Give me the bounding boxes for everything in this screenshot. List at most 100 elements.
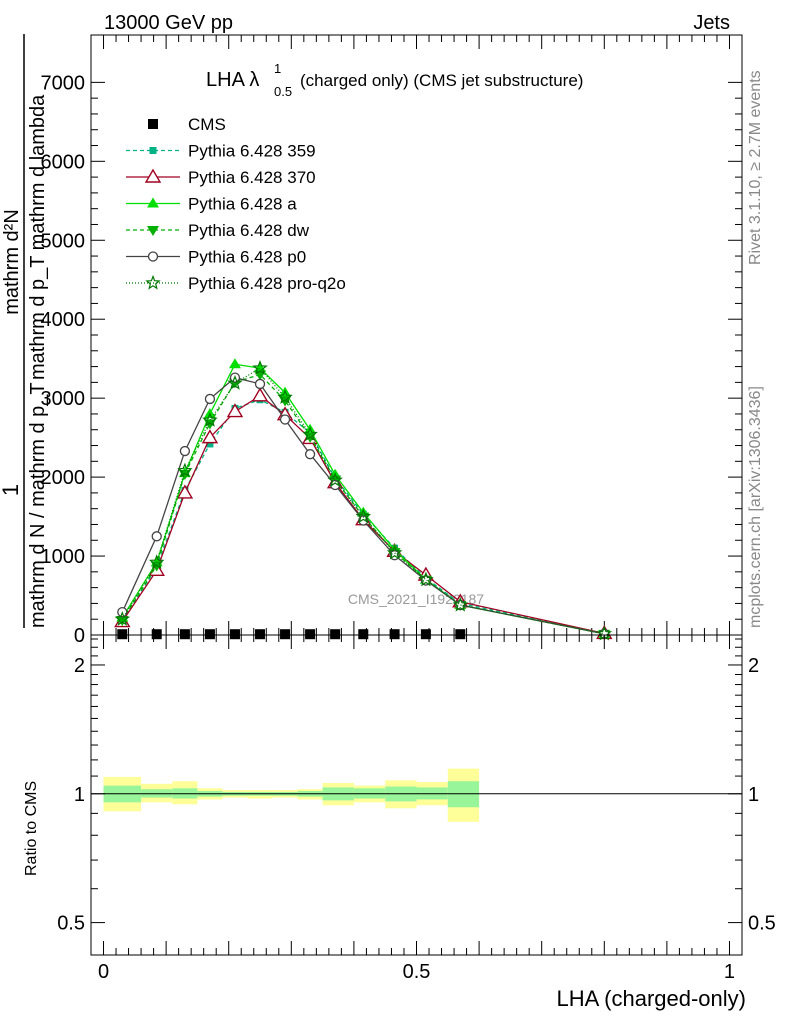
data-point-cms	[229, 629, 240, 640]
ylabel-denominator: mathrm d N / mathrm d p_T	[27, 382, 49, 628]
data-point-p0	[304, 449, 316, 460]
data-point-cms	[330, 629, 341, 640]
main-series-layer	[114, 358, 613, 641]
data-point-proq2o	[277, 389, 293, 404]
legend-marker	[147, 197, 159, 208]
title-superscript: 1	[274, 61, 281, 76]
legend-label: Pythia 6.428 pro-q2o	[188, 274, 346, 293]
series-p0	[117, 372, 610, 639]
data-point-proq2o	[114, 611, 131, 626]
data-point-proq2o	[148, 554, 165, 569]
series-line-dw	[121, 373, 605, 635]
data-point-p0	[204, 393, 216, 405]
series-line-p370	[121, 395, 605, 635]
data-point-p0	[151, 531, 162, 542]
main-y-label: 1 mathrm d N / mathrm d p_T mathrm d²N m…	[0, 34, 49, 628]
main-ytick-label: 4000	[41, 309, 86, 331]
data-point-dw	[116, 616, 129, 626]
rivet-label: Rivet 3.1.10, ≥ 2.7M events	[747, 70, 764, 265]
ratio-ytick-label-left: 0.5	[57, 913, 85, 935]
ratio-axis-ticks: 0.5 0.5 1 1 2 2 0 0.5 1	[57, 635, 776, 983]
xtick-label: 1	[724, 961, 735, 983]
main-ytick-label: 1000	[41, 546, 86, 568]
main-ytick-label: 5000	[41, 230, 86, 252]
data-point-cms	[204, 629, 215, 640]
legend-item-cms: CMS	[148, 115, 226, 134]
data-point-a	[228, 358, 241, 369]
data-point-cms	[179, 629, 190, 640]
title-main: LHA λ	[206, 69, 259, 91]
data-point-p0	[329, 479, 341, 491]
legend-marker	[147, 251, 159, 262]
data-point-p370	[201, 429, 219, 444]
data-point-p0	[358, 515, 369, 526]
legend-item-dw: Pythia 6.428 dw	[126, 221, 310, 240]
legend-item-p0: Pythia 6.428 p0	[126, 248, 306, 267]
series-cms	[117, 629, 466, 640]
chart-title: LHA λ 1 0.5 (charged only) (CMS jet subs…	[206, 61, 583, 99]
legend-label: Pythia 6.428 359	[188, 142, 316, 161]
ratio-bands-layer	[103, 768, 480, 822]
ylabel-frac-numerator: mathrm d²N	[1, 209, 23, 315]
main-ytick-label: 0	[74, 625, 85, 647]
data-point-cms	[389, 629, 400, 640]
data-point-p370	[226, 403, 244, 418]
data-point-proq2o	[252, 360, 268, 375]
data-point-cms	[305, 629, 316, 640]
legend-marker	[148, 119, 158, 129]
title-subscript: 0.5	[274, 84, 292, 99]
title-rest: (charged only) (CMS jet substructure)	[300, 71, 583, 90]
series-proq2o	[114, 360, 613, 641]
data-point-cms	[455, 629, 466, 640]
legend-item-p359: Pythia 6.428 359	[126, 142, 316, 161]
legend-marker	[147, 226, 159, 236]
ratio-ytick-label-left: 1	[74, 784, 85, 806]
legend-item-a: Pythia 6.428 a	[126, 195, 297, 214]
data-point-cms	[280, 629, 291, 640]
legend-label: Pythia 6.428 370	[188, 168, 316, 187]
data-point-dw	[279, 396, 292, 407]
series-line-p0	[121, 376, 605, 635]
legend-item-p370: Pythia 6.428 370	[126, 168, 316, 187]
ratio-y-label: Ratio to CMS	[23, 781, 40, 876]
legend-marker	[149, 147, 157, 154]
ylabel-one: 1	[0, 484, 23, 496]
data-point-cms	[358, 629, 369, 640]
main-ytick-label: 2000	[41, 467, 86, 489]
data-point-proq2o	[227, 375, 243, 390]
legend-label: Pythia 6.428 p0	[188, 248, 306, 267]
data-point-proq2o	[327, 472, 343, 487]
ratio-ytick-label-right: 2	[748, 655, 759, 677]
data-point-proq2o	[355, 508, 372, 524]
data-point-proq2o	[386, 544, 403, 560]
ratio-ytick-label-right: 1	[748, 784, 759, 806]
header-left: 13000 GeV pp	[104, 12, 233, 34]
legend-label: Pythia 6.428 a	[188, 195, 297, 214]
legend-label: CMS	[188, 115, 226, 134]
data-point-p0	[279, 414, 291, 425]
data-point-cms	[117, 629, 128, 640]
main-axis-ticks: 0 1000 2000 3000 4000 5000 6000 7000	[41, 35, 742, 647]
data-point-proq2o	[452, 596, 469, 612]
data-point-cms	[255, 629, 266, 640]
analysis-watermark: CMS_2021_I1920187	[348, 591, 484, 607]
data-point-p359	[206, 440, 214, 448]
ratio-ytick-label-left: 2	[74, 655, 85, 677]
data-point-p370	[176, 484, 194, 499]
data-point-proq2o	[202, 412, 218, 427]
data-point-p0	[254, 378, 266, 390]
legend: CMS Pythia 6.428 359 Pythia 6.428 370 Pythi…	[126, 115, 346, 293]
data-point-cms	[420, 629, 431, 640]
xtick-label: 0.5	[403, 961, 431, 983]
main-ytick-label: 3000	[41, 388, 86, 410]
x-axis-label: LHA (charged-only)	[556, 986, 746, 1011]
main-ytick-label: 7000	[41, 72, 86, 94]
ylabel-frac-denominator: mathrm d p_T mathrm d lambda	[27, 94, 49, 380]
header-right: Jets	[693, 12, 730, 34]
series-line-proq2o	[121, 367, 605, 635]
data-point-p0	[420, 575, 432, 586]
mcplots-label: mcplots.cern.ch [arXiv:1306.3436]	[747, 386, 764, 628]
legend-marker	[145, 274, 161, 290]
ratio-ytick-label-right: 0.5	[748, 913, 776, 935]
data-point-cms	[151, 629, 162, 640]
